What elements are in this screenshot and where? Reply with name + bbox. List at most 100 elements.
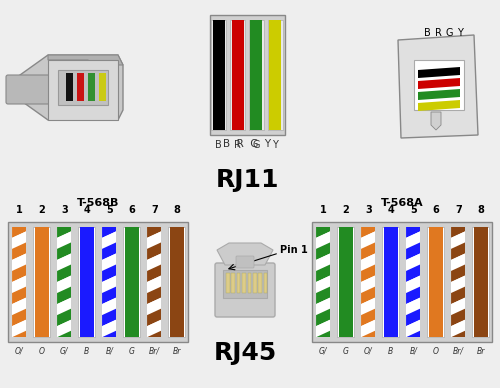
Polygon shape <box>316 286 330 304</box>
Bar <box>312 222 492 342</box>
Polygon shape <box>316 341 330 359</box>
Polygon shape <box>147 253 162 271</box>
Polygon shape <box>147 298 162 315</box>
Text: Br: Br <box>476 347 485 356</box>
Polygon shape <box>361 341 376 359</box>
Text: Y: Y <box>457 28 463 38</box>
Polygon shape <box>57 286 72 304</box>
Polygon shape <box>316 220 330 238</box>
Polygon shape <box>147 364 162 381</box>
Text: 2: 2 <box>342 205 349 215</box>
Polygon shape <box>451 320 466 337</box>
Polygon shape <box>361 353 376 370</box>
Text: 4: 4 <box>84 205 90 215</box>
Polygon shape <box>147 286 162 304</box>
Polygon shape <box>451 242 466 260</box>
Text: O/: O/ <box>364 347 372 356</box>
Polygon shape <box>147 341 162 359</box>
Polygon shape <box>12 331 26 348</box>
Polygon shape <box>12 220 26 238</box>
Text: B: B <box>388 347 394 356</box>
Polygon shape <box>147 264 162 282</box>
Polygon shape <box>406 341 420 359</box>
Polygon shape <box>12 298 26 315</box>
Polygon shape <box>12 320 26 337</box>
Polygon shape <box>12 264 26 282</box>
Bar <box>404 227 422 337</box>
Polygon shape <box>57 264 72 282</box>
Text: B  R  G  Y: B R G Y <box>223 139 271 149</box>
Text: T-568B: T-568B <box>77 198 119 208</box>
Bar <box>242 273 246 293</box>
Polygon shape <box>102 198 117 216</box>
Polygon shape <box>406 231 420 249</box>
Polygon shape <box>12 231 26 249</box>
Text: RJ45: RJ45 <box>214 341 276 365</box>
Bar <box>361 227 376 337</box>
Text: 1: 1 <box>16 205 22 215</box>
Text: 1: 1 <box>320 205 326 215</box>
Polygon shape <box>361 220 376 238</box>
Polygon shape <box>361 264 376 282</box>
Polygon shape <box>406 242 420 260</box>
Polygon shape <box>406 209 420 227</box>
Bar <box>451 227 466 337</box>
Polygon shape <box>57 353 72 370</box>
Bar <box>33 227 50 337</box>
Polygon shape <box>451 308 466 326</box>
Polygon shape <box>57 364 72 381</box>
Polygon shape <box>102 242 117 260</box>
Polygon shape <box>406 353 420 370</box>
Bar <box>226 273 230 293</box>
Polygon shape <box>361 253 376 271</box>
Polygon shape <box>102 331 117 348</box>
Bar <box>249 20 264 130</box>
Text: Br/: Br/ <box>149 347 160 356</box>
Text: 3: 3 <box>365 205 372 215</box>
Bar <box>210 15 284 135</box>
Polygon shape <box>57 242 72 260</box>
Polygon shape <box>147 353 162 370</box>
Bar <box>80 227 94 337</box>
Polygon shape <box>57 198 72 216</box>
Polygon shape <box>451 341 466 359</box>
Polygon shape <box>147 209 162 227</box>
Polygon shape <box>316 298 330 315</box>
Bar <box>100 227 118 337</box>
Polygon shape <box>406 286 420 304</box>
Polygon shape <box>102 364 117 381</box>
Bar <box>414 60 464 110</box>
Bar <box>168 227 186 337</box>
Polygon shape <box>57 209 72 227</box>
Bar <box>48 60 118 120</box>
Polygon shape <box>451 353 466 370</box>
Polygon shape <box>451 220 466 238</box>
Bar <box>382 227 400 337</box>
Bar <box>78 227 96 337</box>
Polygon shape <box>406 308 420 326</box>
Polygon shape <box>48 55 123 65</box>
Polygon shape <box>57 308 72 326</box>
Polygon shape <box>102 220 117 238</box>
Text: G: G <box>343 347 348 356</box>
Polygon shape <box>12 308 26 326</box>
Bar <box>253 273 256 293</box>
Polygon shape <box>398 35 478 138</box>
Bar <box>66 73 73 101</box>
Polygon shape <box>361 231 376 249</box>
Polygon shape <box>57 341 72 359</box>
Text: 7: 7 <box>151 205 158 215</box>
Polygon shape <box>361 286 376 304</box>
Polygon shape <box>102 298 117 315</box>
Bar <box>360 227 377 337</box>
Polygon shape <box>57 231 72 249</box>
Text: G: G <box>252 140 260 150</box>
Polygon shape <box>12 364 26 381</box>
Bar <box>146 227 163 337</box>
Polygon shape <box>316 253 330 271</box>
Bar <box>147 227 162 337</box>
Polygon shape <box>361 275 376 293</box>
Bar <box>474 227 488 337</box>
Text: B: B <box>84 347 89 356</box>
Polygon shape <box>451 198 466 216</box>
